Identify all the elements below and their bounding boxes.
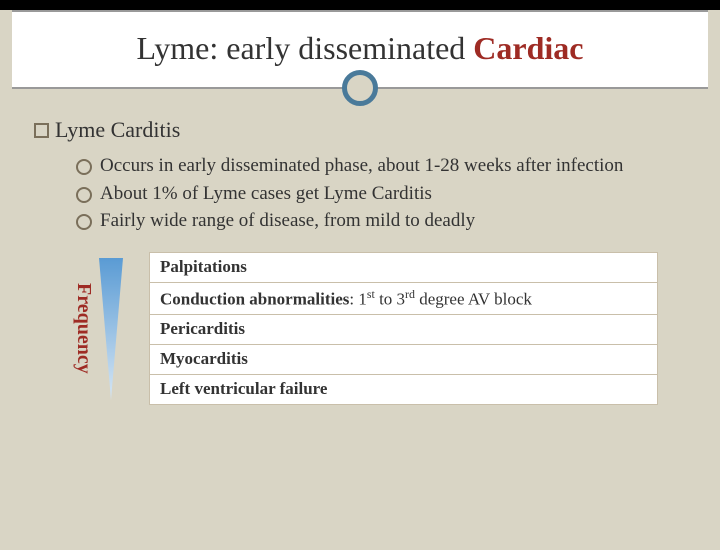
title-prefix: Lyme: early disseminated xyxy=(137,30,474,66)
slide-header: Lyme: early disseminated Cardiac xyxy=(12,10,708,89)
table-row: Palpitations xyxy=(149,252,658,283)
bullet-list: Occurs in early disseminated phase, abou… xyxy=(76,153,686,234)
frequency-label: Frequency xyxy=(72,283,95,374)
slide-content: Lyme Carditis Occurs in early disseminat… xyxy=(0,89,720,404)
table-row: Myocarditis xyxy=(149,344,658,375)
square-bullet-icon xyxy=(34,123,49,138)
lower-panel: Frequency Palpitations Con xyxy=(72,252,658,404)
table-row: Left ventricular failure xyxy=(149,374,658,405)
table-row: Pericarditis xyxy=(149,314,658,345)
table-row: Conduction abnormalities: 1st to 3rd deg… xyxy=(149,282,658,316)
bullet-item: Fairly wide range of disease, from mild … xyxy=(76,208,686,234)
triangle-icon xyxy=(99,258,121,398)
slide-title: Lyme: early disseminated Cardiac xyxy=(12,30,708,67)
slide: Lyme: early disseminated Cardiac Lyme Ca… xyxy=(0,10,720,550)
heading-text: Lyme Carditis xyxy=(55,117,180,142)
ring-icon xyxy=(342,70,378,106)
section-heading: Lyme Carditis xyxy=(34,117,686,143)
title-accent: Cardiac xyxy=(473,30,583,66)
manifestation-table: Palpitations Conduction abnormalities: 1… xyxy=(149,252,658,404)
bullet-item: About 1% of Lyme cases get Lyme Carditis xyxy=(76,181,686,207)
bullet-item: Occurs in early disseminated phase, abou… xyxy=(76,153,686,179)
frequency-indicator: Frequency xyxy=(72,252,121,404)
